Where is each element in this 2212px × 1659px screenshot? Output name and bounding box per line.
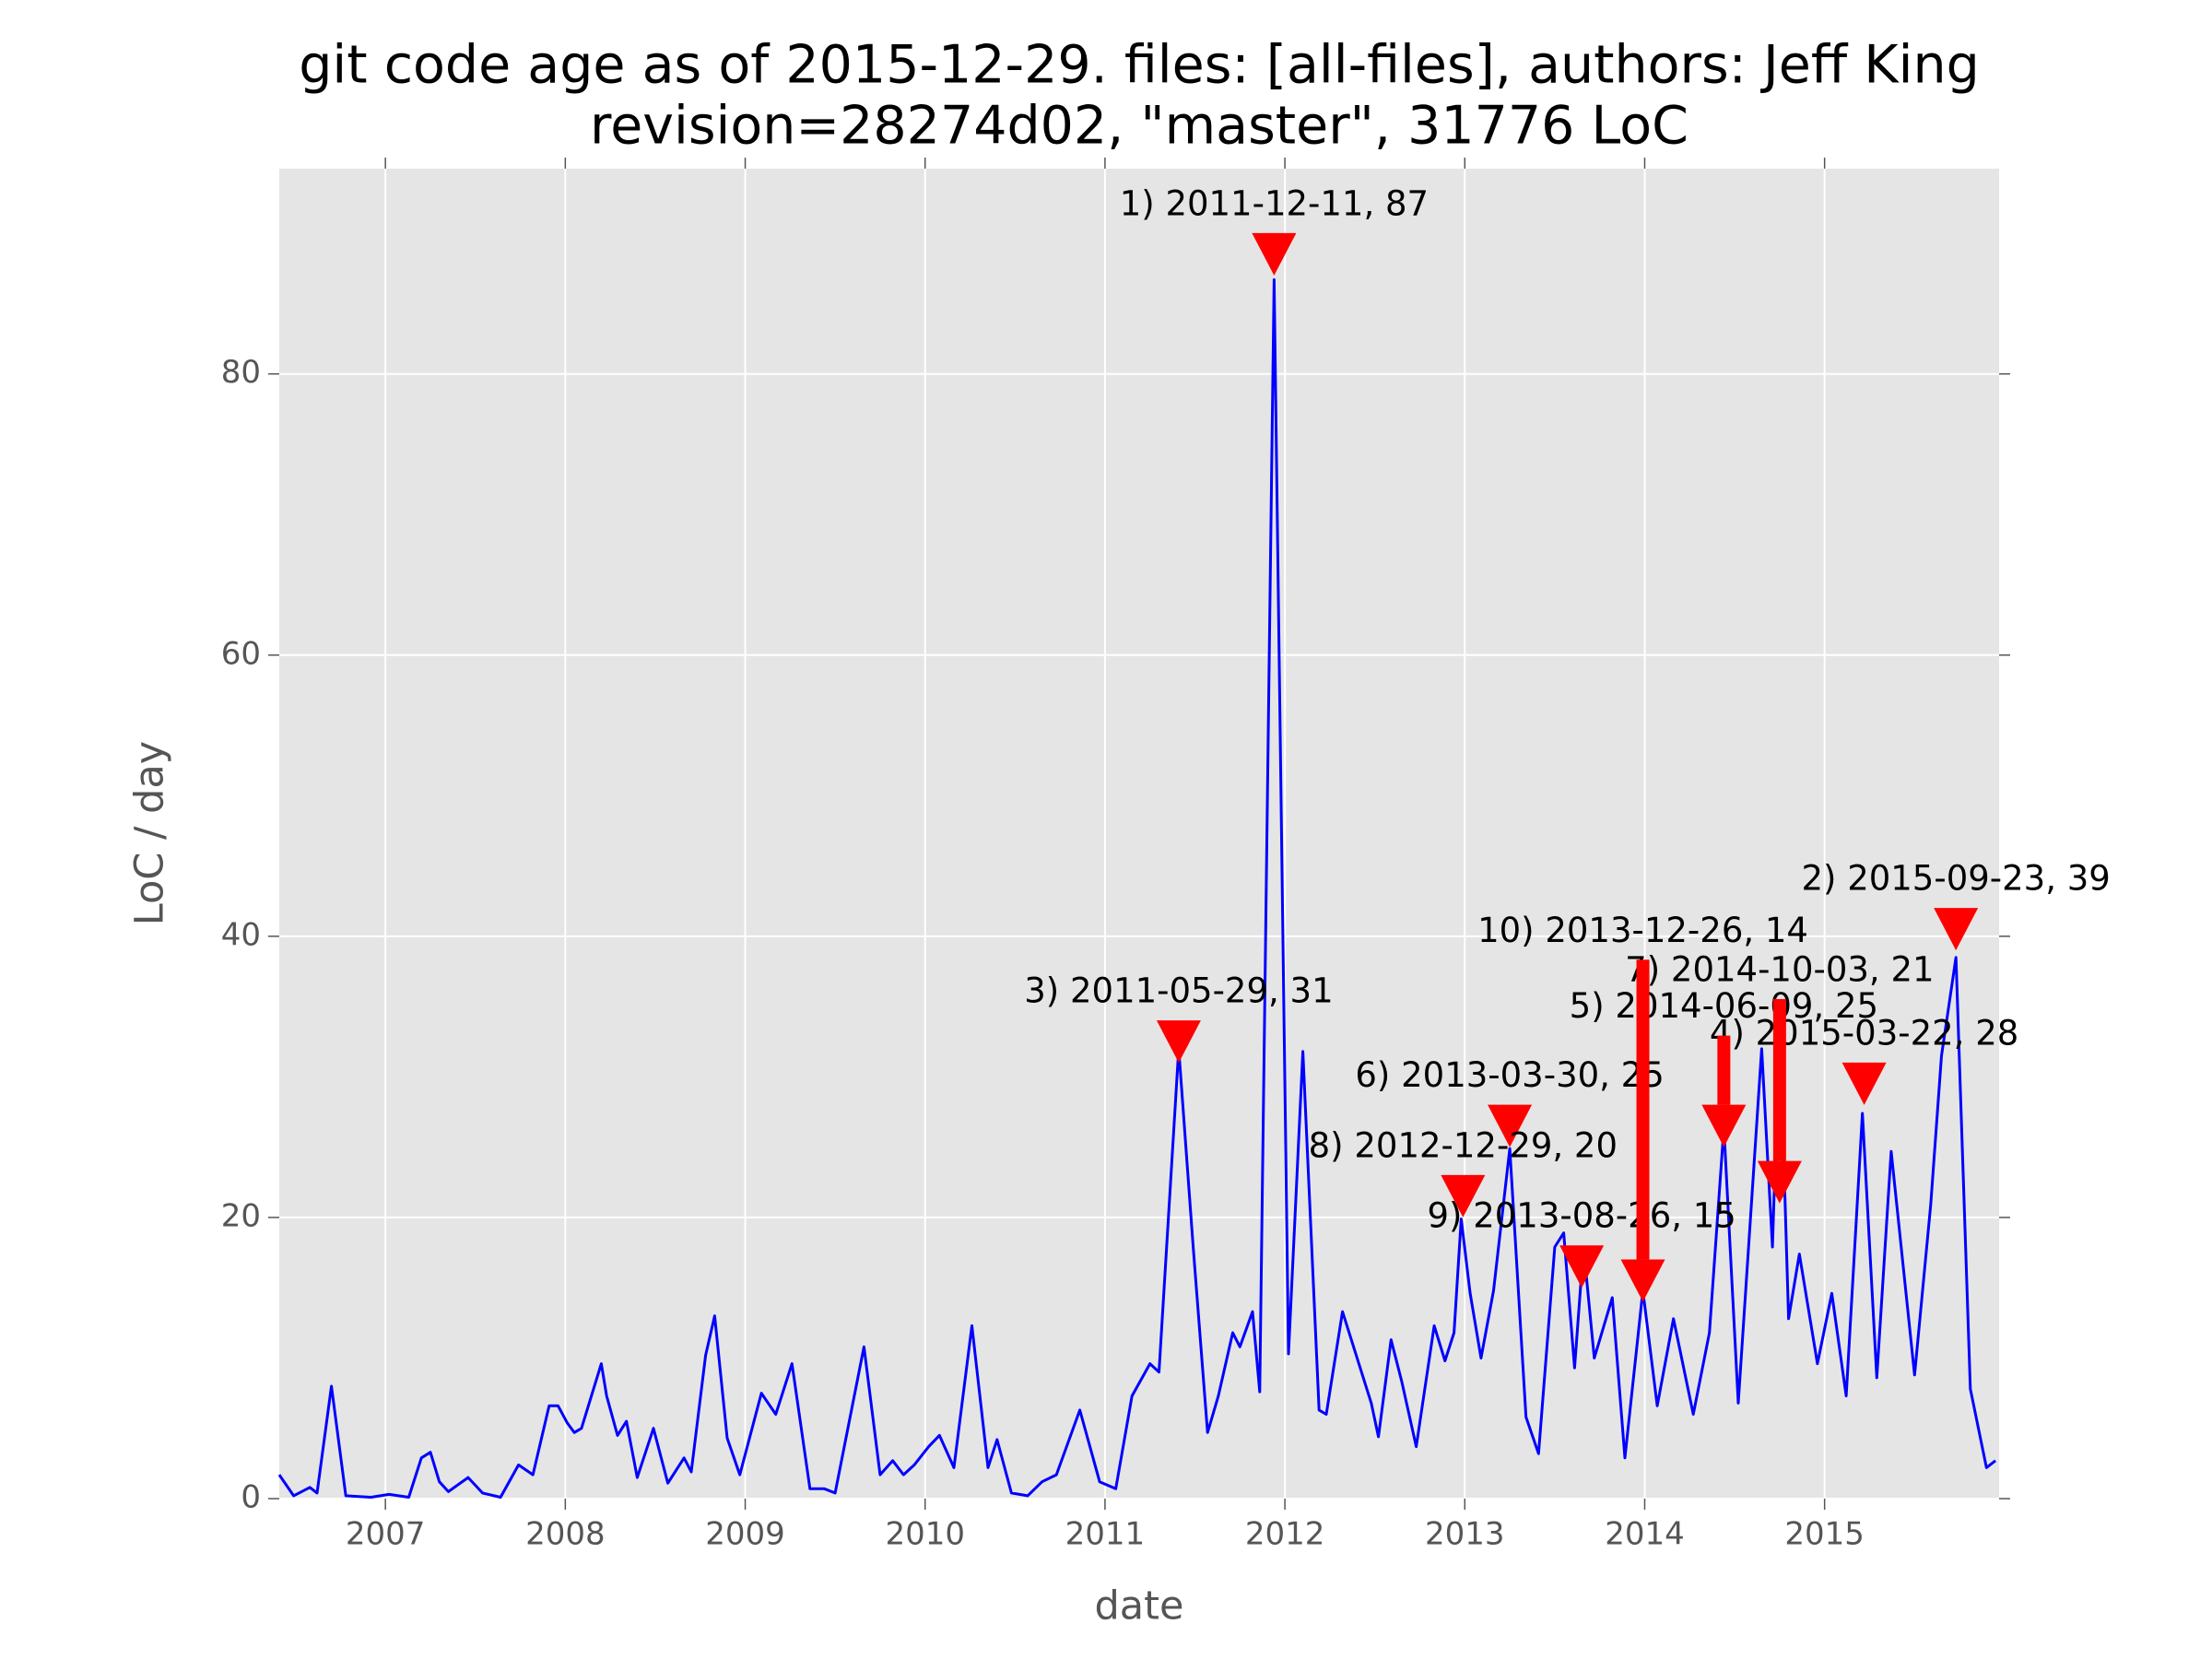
annotation-marker — [1252, 232, 1297, 276]
x-tick-label: 2012 — [1245, 1516, 1325, 1553]
x-tick-label: 2015 — [1784, 1516, 1865, 1553]
y-tick-label: 60 — [221, 635, 261, 672]
annotation-marker — [1156, 1020, 1201, 1064]
annotation-label: 8) 2012-12-29, 20 — [1309, 1125, 1618, 1165]
y-tick-label: 40 — [221, 916, 261, 953]
annotation-marker — [1488, 1104, 1533, 1147]
x-tick-label: 2014 — [1605, 1516, 1685, 1553]
x-tick-label: 2007 — [346, 1516, 426, 1553]
annotation-label: 3) 2011-05-29, 31 — [1024, 971, 1333, 1011]
x-tick-label: 2013 — [1425, 1516, 1505, 1553]
y-tick-label: 0 — [241, 1479, 261, 1516]
annotation-label: 6) 2013-03-30, 25 — [1355, 1055, 1664, 1095]
annotation-arrow — [1636, 959, 1650, 1260]
annotation-label: 5) 2014-06-09, 25 — [1570, 986, 1878, 1026]
annotation-marker — [1559, 1245, 1605, 1288]
x-tick-label: 2009 — [705, 1516, 785, 1553]
x-tick-label: 2010 — [885, 1516, 965, 1553]
annotation-label: 2) 2015-09-23, 39 — [1801, 859, 2110, 899]
annotation-marker — [1701, 1104, 1747, 1147]
annotation-marker — [1441, 1174, 1486, 1218]
annotation-label: 1) 2011-12-11, 87 — [1120, 183, 1429, 223]
chart-title: git code age as of 2015-12-29. files: [a… — [299, 35, 1980, 96]
annotation-marker — [1934, 908, 1979, 951]
chart-subtitle: revision=28274d02, "master", 31776 LoC — [590, 96, 1688, 157]
x-tick-label: 2008 — [525, 1516, 606, 1553]
annotation-label: 4) 2015-03-22, 28 — [1710, 1013, 2018, 1053]
annotation-label: 7) 2014-10-03, 21 — [1625, 949, 1934, 989]
annotation-marker — [1620, 1259, 1665, 1302]
annotation-arrow — [1772, 998, 1786, 1161]
annotation-label: 10) 2013-12-26, 14 — [1477, 911, 1808, 950]
annotation-marker — [1841, 1062, 1887, 1105]
y-axis-label: LoC / day — [127, 741, 173, 925]
x-tick-label: 2011 — [1065, 1516, 1146, 1553]
x-axis-label: date — [1095, 1583, 1184, 1630]
y-tick-label: 80 — [221, 354, 261, 391]
data-line — [277, 278, 1997, 1499]
annotation-label: 9) 2013-08-26, 15 — [1427, 1196, 1735, 1236]
annotation-marker — [1757, 1160, 1802, 1204]
y-tick-label: 20 — [221, 1197, 261, 1234]
plot-area — [279, 169, 1999, 1499]
annotation-arrow — [1717, 1035, 1731, 1105]
